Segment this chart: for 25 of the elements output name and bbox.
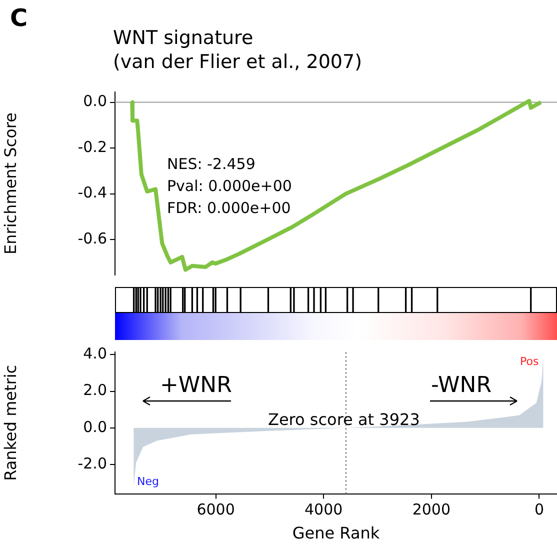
x-tick-label: 2000 [412, 500, 450, 519]
y-tick-label: 4.0 [83, 344, 107, 363]
y-tick-label: -0.6 [78, 229, 107, 248]
annotation: FDR: 0.000e+00 [167, 199, 291, 217]
y-tick-label: -0.2 [78, 138, 107, 156]
y-tick-label: 0.0 [83, 418, 107, 436]
annotation: Neg [137, 475, 159, 488]
annotation: Pos [520, 355, 539, 368]
y-tick-label: 2.0 [83, 381, 107, 400]
text: C [10, 4, 28, 32]
x-tick-label: 6000 [196, 500, 235, 519]
y-axis-title: Ranked metric [0, 364, 20, 481]
annotation: +WNR [160, 373, 232, 398]
y-tick-label: -0.4 [78, 184, 107, 202]
annotation: Pval: 0.000e+00 [167, 177, 292, 195]
annotation: Zero score at 3923 [268, 410, 420, 429]
x-tick-label: 4000 [304, 500, 343, 519]
y-axis-title: Enrichment Score [0, 112, 20, 254]
annotation: -WNR [431, 373, 492, 398]
x-tick-label: 0 [534, 500, 544, 519]
y-tick-label: 0.0 [83, 92, 107, 110]
annotation: NES: -2.459 [167, 155, 256, 173]
x-axis-title: Gene Rank [292, 524, 380, 543]
chart-title: WNT signature (van der Flier et al., 2007) [113, 27, 362, 73]
y-tick-label: -2.0 [78, 454, 107, 472]
